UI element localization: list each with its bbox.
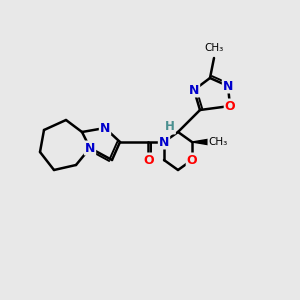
Text: N: N (189, 83, 199, 97)
Text: N: N (100, 122, 110, 134)
Polygon shape (192, 139, 210, 145)
Text: H: H (165, 121, 175, 134)
Text: O: O (225, 100, 235, 112)
Text: O: O (144, 154, 154, 166)
Text: CH₃: CH₃ (208, 137, 228, 147)
Text: O: O (187, 154, 197, 166)
Text: N: N (159, 136, 169, 148)
Text: N: N (223, 80, 233, 92)
Text: CH₃: CH₃ (204, 43, 224, 53)
Text: N: N (85, 142, 95, 154)
